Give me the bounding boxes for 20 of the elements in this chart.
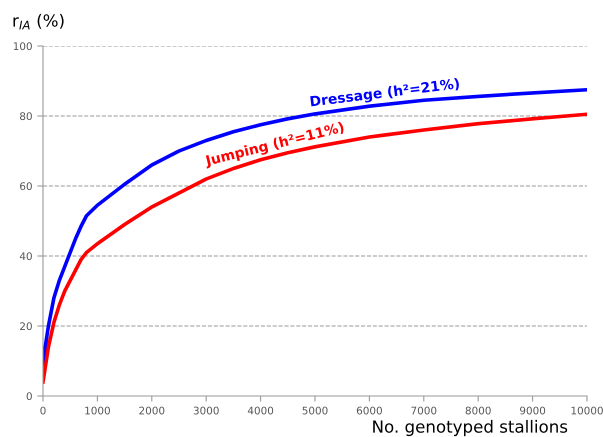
y-tick-label: 40 [20, 252, 32, 260]
y-tick-label: 100 [14, 42, 32, 50]
y-tick-label: 0 [26, 392, 32, 400]
x-tick-label: 2000 [139, 406, 164, 414]
x-tick-label: 5000 [302, 406, 328, 414]
x-tick-label: 0 [40, 406, 46, 414]
x-tick-label: 4000 [248, 406, 274, 414]
x-axis-title: No. genotyped stallions [373, 420, 568, 436]
y-tick-label: 20 [20, 322, 32, 330]
x-tick-label: 8000 [466, 406, 491, 414]
y-tick-label: 80 [20, 112, 32, 120]
x-tick-label: 6000 [356, 406, 382, 414]
x-tick-label: 7000 [411, 406, 436, 414]
x-tick-label: 1000 [85, 406, 110, 414]
y-tick-label: 60 [20, 182, 32, 190]
x-tick-label: 10000 [572, 406, 603, 414]
y-axis-title: r$_{IA}$ (%) [14, 14, 64, 30]
text: Dressage (h²=21%) [310, 78, 460, 110]
x-tick-label: 9000 [520, 406, 546, 414]
x-tick-label: 3000 [194, 406, 219, 414]
